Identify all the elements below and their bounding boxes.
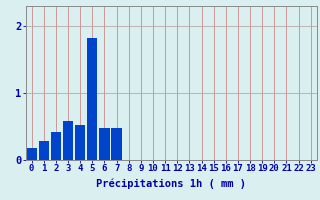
Bar bbox=[39, 141, 49, 160]
X-axis label: Précipitations 1h ( mm ): Précipitations 1h ( mm ) bbox=[96, 179, 246, 189]
Bar bbox=[51, 132, 61, 160]
Bar bbox=[27, 148, 37, 160]
Bar bbox=[75, 125, 85, 160]
Bar bbox=[99, 128, 110, 160]
Bar bbox=[63, 121, 73, 160]
Bar bbox=[87, 38, 98, 160]
Bar bbox=[111, 128, 122, 160]
